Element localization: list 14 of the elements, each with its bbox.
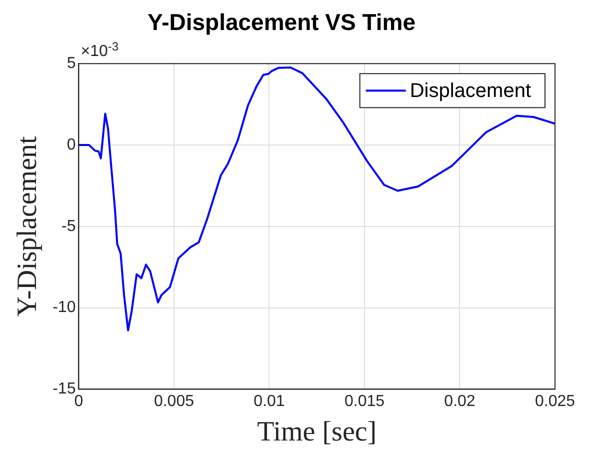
x-tick-label: 0.005 xyxy=(154,393,194,410)
x-axis-title: Time [sec] xyxy=(257,416,377,448)
y-tick-label: 5 xyxy=(66,55,76,72)
y-tick-label: -15 xyxy=(52,380,76,398)
x-tick-label: 0.025 xyxy=(534,393,576,410)
legend-label: Displacement xyxy=(410,80,532,102)
chart-title: Y-Displacement VS Time xyxy=(147,9,416,36)
x-tick-label: 0.02 xyxy=(444,393,476,410)
x-tick-label: 0.01 xyxy=(254,393,285,410)
y-tick-label: -5 xyxy=(61,218,76,235)
y-tick-label: -10 xyxy=(52,299,76,316)
y-tick-label: 0 xyxy=(66,136,76,154)
y-axis-title: Y-Displacement xyxy=(12,136,44,317)
x-tick-label: 0.015 xyxy=(344,393,385,410)
